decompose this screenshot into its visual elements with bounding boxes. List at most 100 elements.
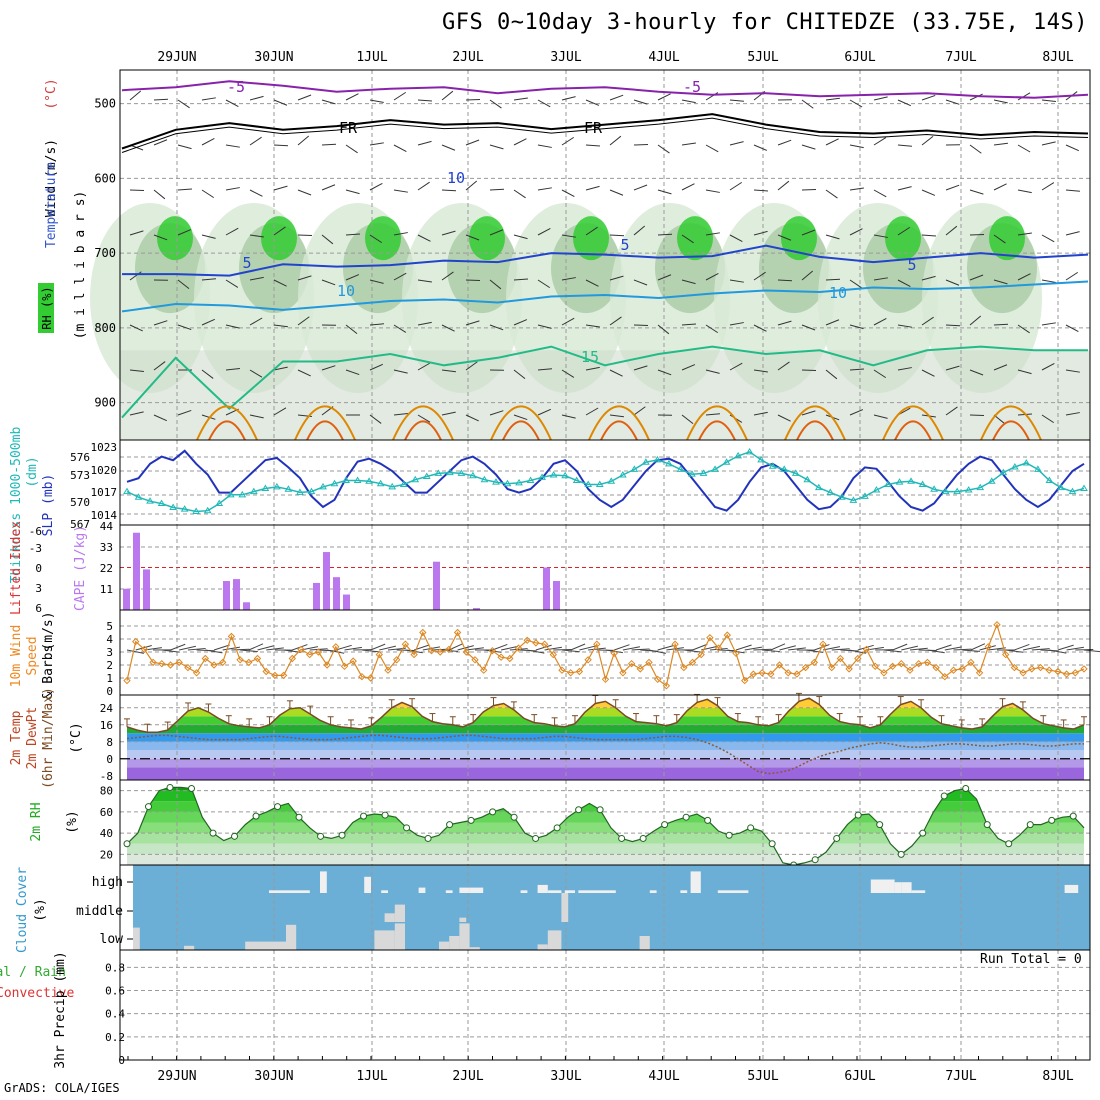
thickness-marker xyxy=(861,492,869,499)
wind-barb xyxy=(801,229,816,236)
wind-speed-marker xyxy=(175,658,183,667)
wind-barb xyxy=(489,99,502,109)
surface-wind-barb xyxy=(1049,649,1067,654)
wind-barb xyxy=(321,365,336,371)
rh-marker xyxy=(489,808,497,816)
wind-barb xyxy=(465,414,479,422)
wind-speed-marker xyxy=(897,659,906,668)
slp-tick-label: 1020 xyxy=(91,464,118,477)
surface-wind-barb xyxy=(570,643,586,651)
wind-barb xyxy=(993,99,1008,104)
wind-barb xyxy=(561,136,575,146)
cloud-level-label-high: high xyxy=(92,875,123,890)
wind-barb xyxy=(633,184,648,191)
wind-barb xyxy=(441,90,454,101)
surface-wind-barb xyxy=(883,649,902,653)
warm-contour xyxy=(196,405,258,441)
wind-barb xyxy=(825,319,840,326)
wind-barb xyxy=(417,321,432,326)
rh-band xyxy=(127,787,1084,791)
wind-barb xyxy=(537,227,551,236)
wind-speed-marker xyxy=(506,654,514,663)
wind-speed-marker xyxy=(297,645,305,654)
wind-barb xyxy=(321,234,334,245)
wind-barb xyxy=(585,99,600,106)
cape-bar xyxy=(133,532,140,610)
wind-barb xyxy=(753,411,768,416)
wind-speed-marker xyxy=(462,648,471,656)
wind-speed-marker xyxy=(271,671,279,680)
thickness-marker xyxy=(388,482,397,490)
wind-barb xyxy=(681,99,696,104)
wind-barb xyxy=(489,144,504,150)
rh-marker xyxy=(661,821,669,829)
wind-barb xyxy=(537,187,552,191)
wind-barb xyxy=(729,141,744,146)
thickness-marker xyxy=(976,483,985,491)
cape-tick-label: 22 xyxy=(100,562,113,575)
surface-wind-barb xyxy=(379,645,396,651)
rh-marker xyxy=(123,840,131,848)
wind-barb xyxy=(417,99,433,102)
rh-legend-swatch xyxy=(38,283,54,333)
wind-speed-marker xyxy=(253,654,262,663)
temp-band xyxy=(127,733,1084,742)
wind-barb xyxy=(489,410,504,416)
rh-marker xyxy=(510,813,518,821)
wind-barb xyxy=(681,279,696,285)
wind-barb xyxy=(297,135,310,146)
wind-speed-marker xyxy=(323,661,331,669)
surface-wind-barb xyxy=(892,643,908,651)
thickness-marker xyxy=(930,485,938,492)
cape-bar xyxy=(223,581,230,610)
temp-band xyxy=(127,767,1084,780)
surface-wind-barb xyxy=(1083,649,1100,653)
surface-wind-barb xyxy=(187,647,206,651)
thickness-marker xyxy=(469,471,477,479)
thickness-marker xyxy=(918,480,927,487)
wind-barb xyxy=(969,369,984,376)
wind-speed-marker xyxy=(906,666,914,674)
rh2m-axis-label: 2m RH xyxy=(29,802,44,841)
wind-barb xyxy=(201,137,215,146)
wind-speed-marker xyxy=(697,650,705,659)
surface-wind-barb xyxy=(535,644,552,651)
wind-barb xyxy=(921,275,936,281)
surface-wind-barb xyxy=(579,645,596,651)
wind-speed-marker xyxy=(740,676,749,685)
wind-barb xyxy=(657,369,672,376)
wind-barb xyxy=(441,411,456,416)
rh-tick-label: 20 xyxy=(100,848,113,861)
wind-speed-marker xyxy=(880,669,888,677)
wind-barb xyxy=(897,367,912,371)
wind-barb xyxy=(249,189,263,197)
surface-wind-barb xyxy=(692,643,708,651)
thickness-marker xyxy=(146,497,154,504)
wind-barb xyxy=(393,91,407,101)
surface-wind-barb xyxy=(361,649,380,653)
minmax-axis-label: (6hr Min/Max) xyxy=(41,687,56,789)
surface-wind-barb xyxy=(1031,648,1050,651)
wind-tick-label: 3 xyxy=(106,646,113,659)
precip-tick-label: 0.2 xyxy=(105,1031,125,1044)
wind-speed-marker xyxy=(453,628,462,637)
wind-speed-marker xyxy=(975,669,984,677)
wind-barb xyxy=(345,233,361,236)
wind-barb xyxy=(1065,324,1079,333)
surface-wind-barb xyxy=(970,643,986,651)
wind-barb xyxy=(1065,271,1079,281)
wind-speed-marker xyxy=(601,675,610,684)
thickness-marker xyxy=(549,470,558,478)
wind-barb xyxy=(369,323,384,326)
wind-barb xyxy=(369,142,384,146)
thickness-marker xyxy=(457,469,466,476)
wind-barb xyxy=(825,369,838,380)
cloud-block-low xyxy=(439,941,450,950)
thickness-marker xyxy=(249,487,258,495)
wind-barb xyxy=(465,180,478,191)
wind-barb xyxy=(297,94,312,101)
wind-barb xyxy=(609,94,624,101)
wind-barb xyxy=(201,414,216,420)
wind-barb xyxy=(129,230,144,236)
wind-barb xyxy=(921,369,935,377)
